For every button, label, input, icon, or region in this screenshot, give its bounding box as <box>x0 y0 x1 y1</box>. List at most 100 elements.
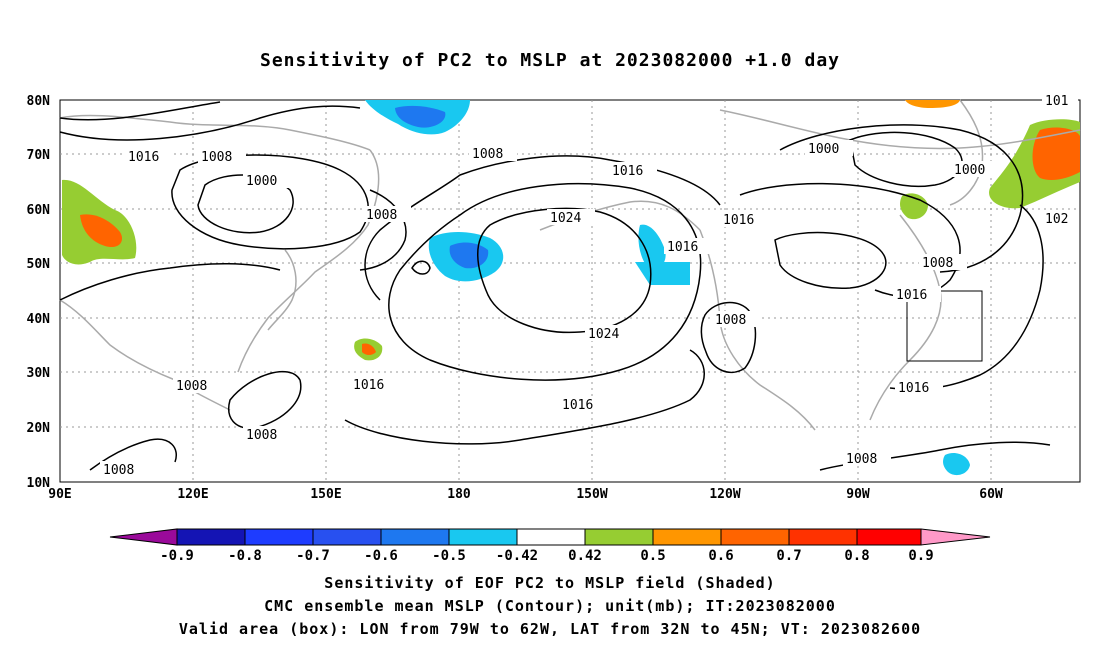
lat-label: 80N <box>27 94 51 109</box>
contour-low-center <box>411 260 431 275</box>
colorbar-segment <box>312 528 382 546</box>
lon-label: 90E <box>48 487 71 502</box>
contour-label: 1024 <box>588 327 619 342</box>
contour-label: 1016 <box>562 398 593 413</box>
contour-1016-trop <box>344 349 705 445</box>
colorbar-label: 0.6 <box>708 548 733 564</box>
lat-label: 40N <box>27 312 51 327</box>
lon-axis-labels: 90E 120E 150E 180 150W 120W 90W 60W <box>48 487 1003 502</box>
shade-positive-ne <box>905 100 960 108</box>
colorbar-segment <box>448 528 518 546</box>
caption-line-2: CMC ensemble mean MSLP (Contour); unit(m… <box>264 597 836 615</box>
shade-positive-small-1-core <box>362 343 376 355</box>
contour-label: 1008 <box>922 256 953 271</box>
colorbar-label: 0.9 <box>908 548 933 564</box>
lat-label: 10N <box>27 476 51 491</box>
lon-label: 120W <box>709 487 740 502</box>
lon-label: 150E <box>310 487 341 502</box>
lat-label: 70N <box>27 148 51 163</box>
caption-line-3: Valid area (box): LON from 79W to 62W, L… <box>178 620 922 638</box>
contour-label: 1000 <box>808 142 839 157</box>
coast-asia-north <box>59 114 371 151</box>
colorbar-segment <box>788 528 858 546</box>
coast-asia-south <box>59 299 231 411</box>
lat-label: 50N <box>27 257 51 272</box>
colorbar-label: -0.9 <box>160 548 194 564</box>
contour-label: 1016 <box>667 240 698 255</box>
contour-label: 1008 <box>846 452 877 467</box>
lon-label: 120E <box>177 487 208 502</box>
colorbar-label: -0.42 <box>496 548 538 564</box>
coast-japan <box>267 249 297 331</box>
colorbar-label: 0.5 <box>640 548 665 564</box>
contour-1016-high <box>388 182 702 381</box>
lat-axis-labels: 80N 70N 60N 50N 40N 30N 20N 10N <box>27 94 51 491</box>
colorbar: -0.9 -0.8 -0.7 -0.6 -0.5 -0.42 0.42 0.5 … <box>109 528 991 564</box>
contour-1016-high-outer <box>364 155 721 301</box>
contour-label: 1008 <box>472 147 503 162</box>
shade-positive-west-core <box>80 214 123 248</box>
colorbar-segment <box>584 528 654 546</box>
contour-1008-west-na <box>700 301 757 373</box>
contour-label: 1000 <box>954 163 985 178</box>
contour-label: 1008 <box>246 428 277 443</box>
contour-label: 101 <box>1045 94 1068 109</box>
colorbar-label: -0.6 <box>364 548 398 564</box>
coast-na-west <box>699 229 816 431</box>
sensitivity-shading <box>62 100 1080 476</box>
lat-label: 30N <box>27 366 51 381</box>
shade-negative-east <box>638 224 666 269</box>
colorbar-label: 0.8 <box>844 548 869 564</box>
caption-line-1: Sensitivity of EOF PC2 to MSLP field (Sh… <box>324 574 776 592</box>
colorbar-segment <box>720 528 790 546</box>
shade-positive-ne2-core <box>1032 127 1080 180</box>
coastlines <box>59 99 1081 431</box>
colorbar-segment <box>856 528 922 546</box>
lat-label: 60N <box>27 203 51 218</box>
lon-label: 60W <box>979 487 1003 502</box>
contour-1008-low-asia <box>171 154 369 250</box>
colorbar-label: -0.7 <box>296 548 330 564</box>
colorbar-segment <box>244 528 314 546</box>
contour-label: 1000 <box>246 174 277 189</box>
colorbar-label: 0.42 <box>568 548 602 564</box>
colorbar-label: -0.5 <box>432 548 466 564</box>
coast-na-east <box>869 214 942 421</box>
lon-label: 90W <box>846 487 870 502</box>
contour-label: 102 <box>1045 212 1068 227</box>
lat-label: 20N <box>27 421 51 436</box>
contour-1008-trop-sw <box>89 438 177 471</box>
contour-label: 1008 <box>176 379 207 394</box>
coast-na-north <box>719 109 1081 150</box>
colorbar-segment <box>652 528 722 546</box>
contour-label: 1016 <box>353 378 384 393</box>
shade-negative-se <box>943 453 970 476</box>
contour-labels: 1016 1008 1000 1008 1008 1016 1024 1016 … <box>100 93 1078 478</box>
contour-label: 1008 <box>103 463 134 478</box>
colorbar-labels: -0.9 -0.8 -0.7 -0.6 -0.5 -0.42 0.42 0.5 … <box>160 548 934 564</box>
colorbar-segment <box>516 528 586 546</box>
colorbar-segment <box>380 528 450 546</box>
contour-label: 1016 <box>898 381 929 396</box>
shade-negative-east2 <box>635 262 690 285</box>
lon-label: 150W <box>576 487 607 502</box>
lon-label: 180 <box>447 487 471 502</box>
contour-label: 1016 <box>723 213 754 228</box>
contour-label: 1024 <box>550 211 581 226</box>
valid-area-box <box>906 290 983 362</box>
colorbar-label: -0.8 <box>228 548 262 564</box>
contour-label: 1016 <box>128 150 159 165</box>
contour-label: 1008 <box>201 150 232 165</box>
contour-1008-trop-west <box>228 370 302 429</box>
coast-asia-east <box>237 149 380 373</box>
colorbar-left-arrow <box>109 528 178 546</box>
contour-1016-north <box>59 105 361 141</box>
contour-label: 1016 <box>612 164 643 179</box>
map-title: Sensitivity of PC2 to MSLP at 2023082000… <box>259 50 840 71</box>
colorbar-label: 0.7 <box>776 548 801 564</box>
contour-1008-north <box>59 101 221 121</box>
contour-label: 1008 <box>715 313 746 328</box>
contour-1008-na-low <box>774 231 887 289</box>
contour-1008-asia-coast <box>359 189 407 271</box>
